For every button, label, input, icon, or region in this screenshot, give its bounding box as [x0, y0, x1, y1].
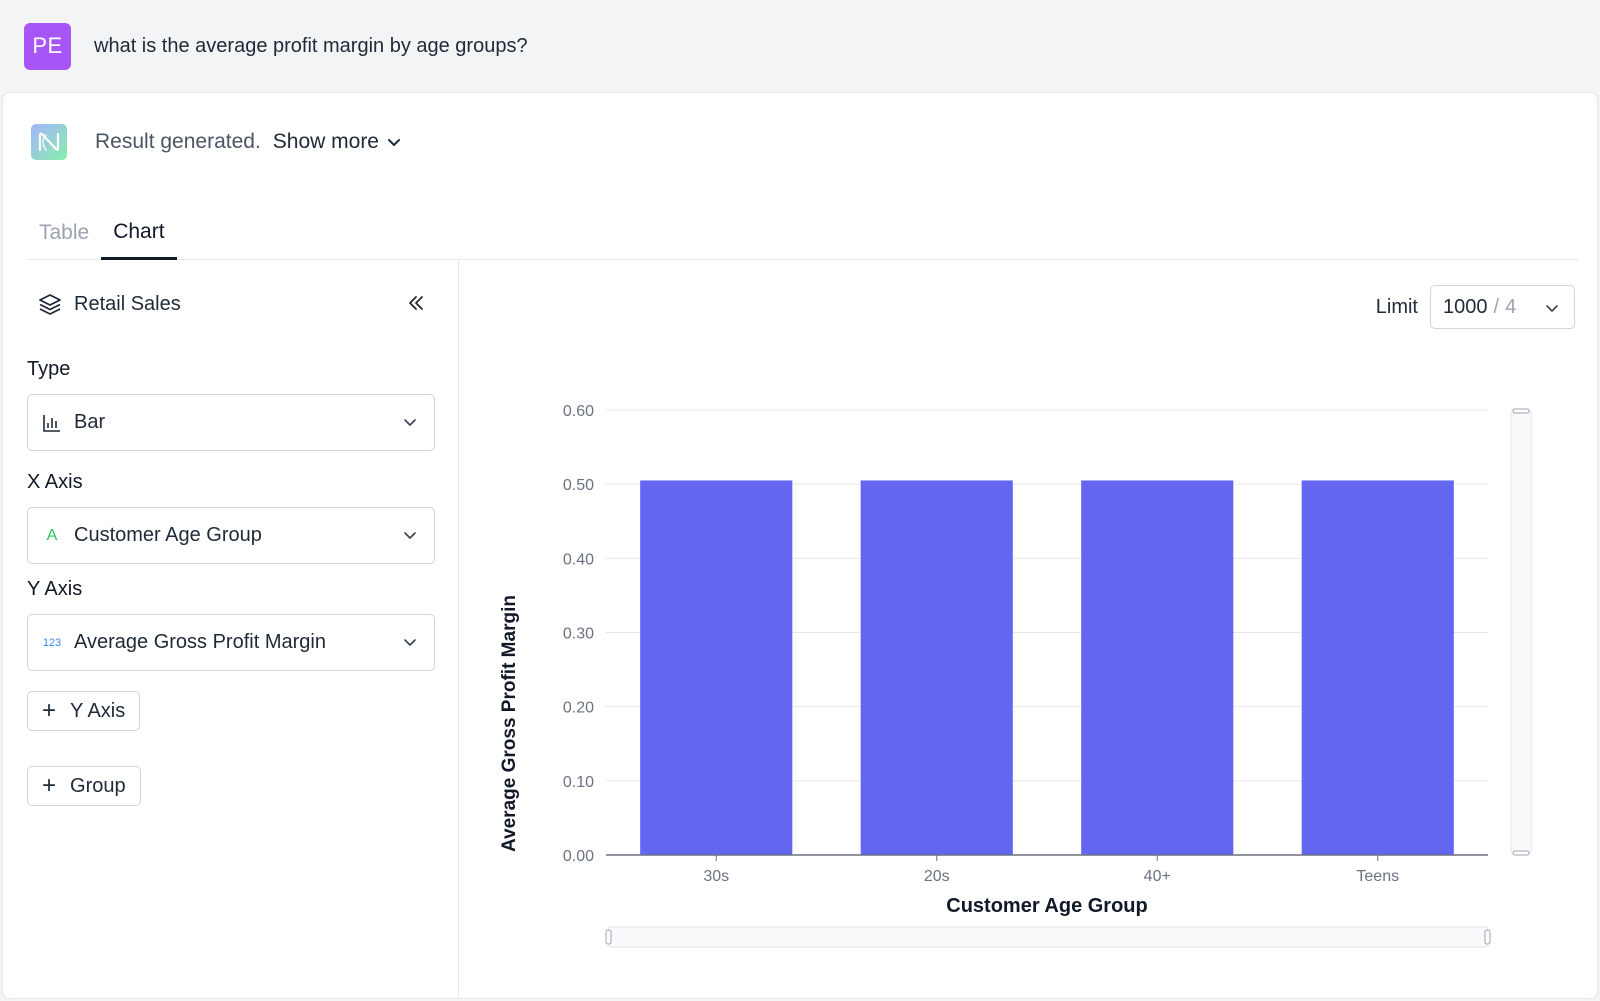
bars — [640, 480, 1454, 855]
tab-table[interactable]: Table — [39, 221, 90, 244]
y-tick-label: 0.30 — [563, 626, 594, 643]
chevron-down-icon — [404, 419, 416, 426]
x-tick-label: 20s — [924, 868, 950, 885]
view-tabs: Table Chart — [27, 206, 1579, 260]
tab-chart[interactable]: Chart — [101, 206, 177, 260]
chevron-down-icon — [1546, 305, 1558, 312]
result-card: Result generated. Show more Table Chart … — [2, 92, 1598, 999]
x-tick-label: 40+ — [1144, 868, 1171, 885]
x-axis-title: Customer Age Group — [946, 895, 1148, 917]
limit-value: 1000 — [1443, 295, 1488, 318]
bar[interactable] — [860, 480, 1013, 855]
add-group-label: Group — [70, 774, 126, 797]
add-y-axis-label: Y Axis — [70, 699, 126, 722]
zoom-handle-top[interactable] — [1512, 408, 1530, 414]
y-tick-label: 0.20 — [563, 700, 594, 717]
x-tick-label: 30s — [703, 868, 729, 885]
bar[interactable] — [640, 480, 793, 855]
chart-type-select[interactable]: Bar — [27, 394, 435, 451]
y-axis-select[interactable]: 123 Average Gross Profit Margin — [27, 614, 435, 671]
y-axis-label: Y Axis — [27, 578, 83, 600]
y-tick-label: 0.60 — [563, 403, 594, 420]
show-more-label: Show more — [272, 130, 379, 153]
add-group-button[interactable]: + Group — [27, 766, 141, 806]
zoom-handle-bottom[interactable] — [1512, 850, 1530, 856]
y-axis-value: Average Gross Profit Margin — [74, 631, 326, 653]
zoom-handle-right[interactable] — [1484, 929, 1491, 945]
chevron-down-icon — [404, 639, 416, 646]
chevron-down-icon — [404, 532, 416, 539]
type-label: Type — [27, 358, 71, 380]
plus-icon: + — [42, 697, 57, 724]
x-axis-select[interactable]: A Customer Age Group — [27, 507, 435, 564]
y-axis-title: Average Gross Profit Margin — [499, 595, 520, 852]
bar[interactable] — [1081, 480, 1234, 855]
chart-type-value: Bar — [74, 411, 106, 433]
user-avatar: PE — [24, 22, 71, 70]
bar-chart-icon — [43, 414, 60, 432]
horizontal-zoom-slider[interactable] — [607, 926, 1489, 948]
number-type-icon: 123 — [42, 636, 62, 649]
chevron-down-icon — [388, 138, 400, 146]
plus-icon: + — [42, 772, 57, 799]
question-bar: PE what is the average profit margin by … — [0, 0, 1600, 92]
limit-separator: / — [1493, 295, 1500, 318]
add-y-axis-button[interactable]: + Y Axis — [27, 691, 141, 731]
bar[interactable] — [1301, 480, 1454, 855]
text-type-icon: A — [46, 526, 58, 544]
question-text: what is the average profit margin by age… — [94, 34, 528, 57]
assistant-logo-icon — [31, 124, 67, 160]
result-status-text: Result generated. — [95, 130, 261, 153]
y-tick-label: 0.50 — [563, 477, 594, 494]
limit-label: Limit — [1375, 295, 1418, 318]
zoom-handle-left[interactable] — [605, 929, 612, 945]
y-tick-label: 0.10 — [563, 774, 594, 791]
limit-select[interactable]: 1000 / 4 — [1430, 285, 1575, 329]
layers-icon — [39, 294, 61, 315]
x-tick-label: Teens — [1356, 868, 1399, 885]
axes: 0.00 0.10 0.20 0.30 0.40 0.50 0.60 30s 20s 40+ Tee… — [563, 403, 1488, 885]
y-tick-label: 0.00 — [563, 848, 594, 865]
result-header: Result generated. Show more — [31, 123, 401, 161]
vertical-zoom-slider[interactable] — [1510, 408, 1532, 855]
chart-config-panel: Retail Sales Type Bar X Axis A Customer … — [3, 261, 459, 999]
limit-total: 4 — [1505, 295, 1517, 318]
y-tick-label: 0.40 — [563, 551, 594, 568]
limit-row: Limit 1000 / 4 — [1376, 285, 1575, 329]
bar-chart: 0.00 0.10 0.20 0.30 0.40 0.50 0.60 30s 20s 40+ Tee… — [499, 403, 1532, 948]
collapse-panel-icon[interactable] — [406, 293, 426, 313]
show-more-button[interactable]: Show more — [273, 130, 401, 154]
x-axis-value: Customer Age Group — [74, 524, 262, 546]
dataset-row: Retail Sales — [38, 289, 426, 319]
dataset-name: Retail Sales — [74, 292, 181, 315]
x-axis-label: X Axis — [27, 471, 83, 493]
